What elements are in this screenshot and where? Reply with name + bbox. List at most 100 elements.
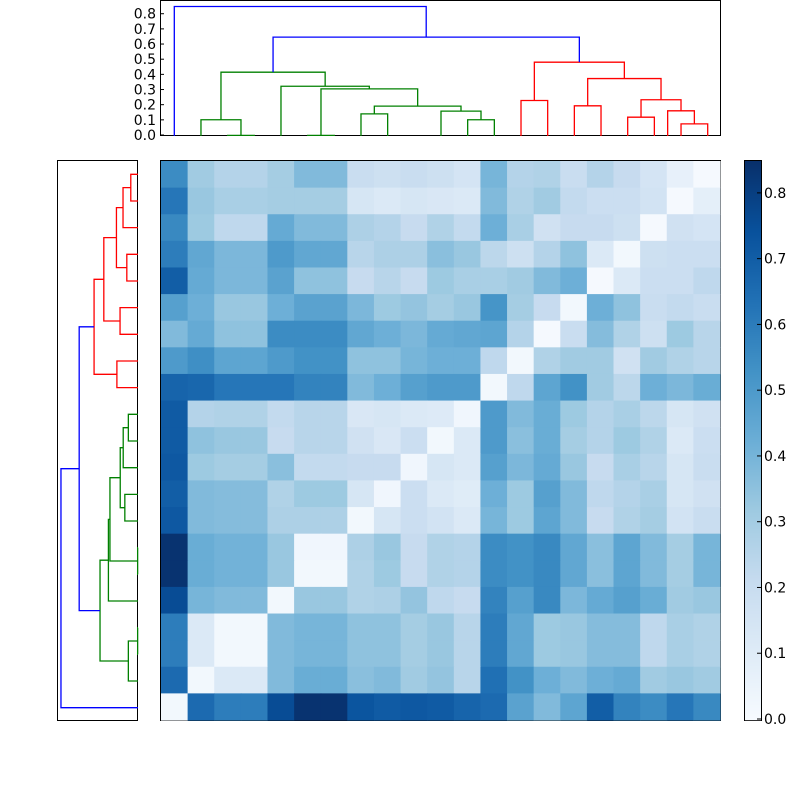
- heatmap-cell: [427, 373, 455, 402]
- heatmap-cell: [267, 666, 295, 694]
- heatmap-cell: [693, 666, 721, 694]
- dendrogram-tick-label: 0.0: [134, 128, 156, 144]
- heatmap-cell: [347, 373, 375, 402]
- heatmap-cell: [267, 161, 295, 189]
- heatmap-cell: [666, 666, 694, 694]
- heatmap-cell: [373, 533, 402, 561]
- heatmap-cell: [560, 693, 588, 721]
- heatmap-cell: [453, 586, 482, 615]
- heatmap-cell: [693, 400, 721, 428]
- heatmap-cell: [400, 267, 428, 295]
- column-dendrogram-plot: [173, 5, 709, 137]
- heatmap-cell: [480, 613, 508, 641]
- heatmap-cell: [640, 294, 668, 322]
- heatmap-cell: [161, 400, 189, 428]
- heatmap-cell: [480, 560, 508, 588]
- heatmap-cell: [240, 267, 269, 295]
- heatmap-cell: [507, 507, 535, 535]
- heatmap-cell: [533, 187, 561, 215]
- colorbar-axis: 0.0 0.1 0.2 0.3 0.4 0.5 0.6 0.7 0.8: [757, 186, 786, 728]
- heatmap-cell: [373, 507, 402, 535]
- dendrogram-tick-label: 0.6: [134, 37, 156, 53]
- heatmap-cell: [373, 240, 402, 269]
- heatmap-cell: [400, 161, 428, 189]
- heatmap-cell: [267, 533, 295, 561]
- heatmap-cell: [267, 453, 295, 482]
- heatmap-cell: [480, 533, 508, 561]
- heatmap-cell: [320, 693, 348, 721]
- heatmap-cell: [187, 400, 215, 428]
- heatmap-cell: [240, 693, 269, 721]
- heatmap-cell: [453, 240, 482, 269]
- heatmap-cell: [586, 533, 615, 561]
- heatmap-cell: [693, 373, 721, 402]
- heatmap-cell: [507, 400, 535, 428]
- heatmap-cell: [533, 560, 561, 588]
- heatmap-cell: [507, 187, 535, 215]
- heatmap-cell: [267, 187, 295, 215]
- heatmap-cell: [480, 507, 508, 535]
- heatmap-cell: [666, 453, 694, 482]
- heatmap-cell: [240, 640, 269, 668]
- heatmap-cell: [640, 320, 668, 348]
- heatmap-cell: [507, 161, 535, 189]
- heatmap-cell: [187, 267, 215, 295]
- heatmap-cell: [666, 347, 694, 375]
- heatmap-cell: [320, 373, 348, 402]
- heatmap-cell: [640, 586, 668, 615]
- heatmap-cell: [187, 240, 215, 269]
- heatmap-cell: [294, 453, 322, 482]
- heatmap-cell: [560, 214, 588, 242]
- heatmap-cell: [613, 240, 641, 269]
- column-dendrogram-y-axis: 0.00.10.20.30.40.50.60.70.8: [134, 7, 164, 144]
- heatmap-cell: [586, 507, 615, 535]
- heatmap-cell: [267, 320, 295, 348]
- heatmap-cell: [533, 666, 561, 694]
- heatmap-cell: [453, 560, 482, 588]
- heatmap-cell: [507, 480, 535, 508]
- heatmap-cell: [187, 347, 215, 375]
- heatmap-cell: [666, 161, 694, 189]
- colorbar-tick-label: 0.0: [764, 712, 786, 728]
- heatmap-cell: [453, 400, 482, 428]
- heatmap-cell: [586, 267, 615, 295]
- heatmap-cell: [480, 666, 508, 694]
- heatmap-cell: [507, 320, 535, 348]
- heatmap-cell: [347, 187, 375, 215]
- heatmap-cell: [427, 214, 455, 242]
- heatmap-cell: [400, 666, 428, 694]
- heatmap-cell: [533, 693, 561, 721]
- heatmap-cell: [586, 161, 615, 189]
- heatmap-cell: [373, 453, 402, 482]
- heatmap-cell: [507, 427, 535, 455]
- heatmap-cell: [267, 267, 295, 295]
- heatmap-cell: [586, 666, 615, 694]
- heatmap-cell: [161, 533, 189, 561]
- heatmap-cell: [560, 640, 588, 668]
- heatmap-cell: [347, 533, 375, 561]
- heatmap-cell: [560, 507, 588, 535]
- heatmap-cell: [560, 400, 588, 428]
- heatmap-cell: [373, 320, 402, 348]
- heatmap-cell: [347, 507, 375, 535]
- heatmap-cell: [347, 453, 375, 482]
- heatmap-cell: [267, 507, 295, 535]
- heatmap-cell: [560, 480, 588, 508]
- heatmap-cell: [214, 214, 242, 242]
- heatmap-cell: [187, 214, 215, 242]
- heatmap-cell: [161, 294, 189, 322]
- heatmap-cell: [480, 373, 508, 402]
- heatmap-cell: [613, 666, 641, 694]
- heatmap-cell: [586, 560, 615, 588]
- heatmap-cell: [400, 533, 428, 561]
- heatmap-cell: [187, 480, 215, 508]
- heatmap-cell: [666, 320, 694, 348]
- heatmap-cell: [320, 480, 348, 508]
- heatmap-cell: [507, 666, 535, 694]
- heatmap-cell: [453, 161, 482, 189]
- heatmap-cell: [640, 214, 668, 242]
- heatmap-cell: [214, 560, 242, 588]
- heatmap-cell: [161, 240, 189, 269]
- heatmap-cell: [214, 161, 242, 189]
- heatmap-cell: [294, 400, 322, 428]
